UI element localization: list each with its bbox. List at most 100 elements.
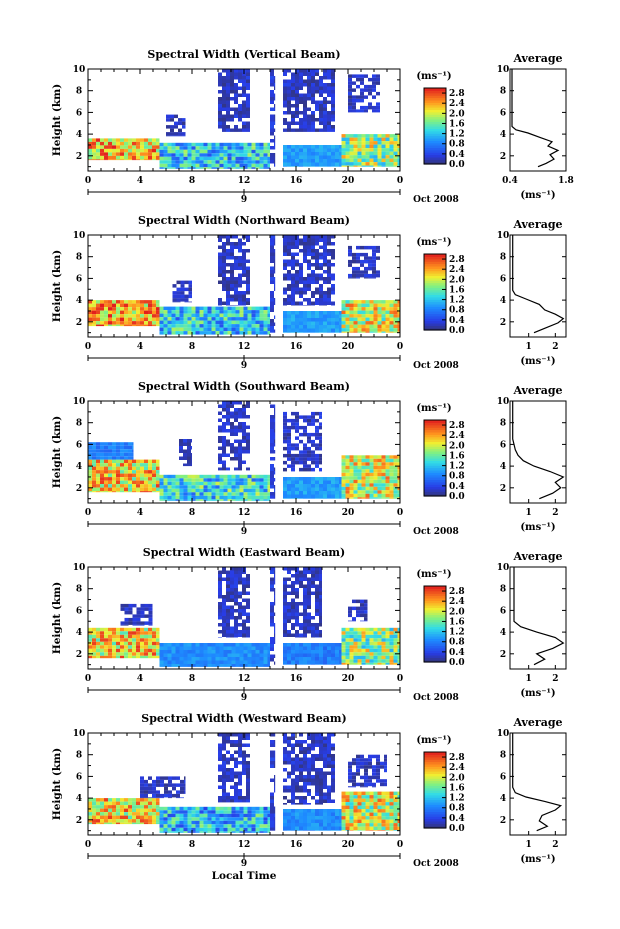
heatmap-cell bbox=[124, 648, 128, 653]
heatmap-cell bbox=[270, 640, 274, 644]
colorbar-swatch bbox=[424, 142, 446, 146]
heatmap-cell bbox=[373, 648, 378, 653]
heatmap-cell bbox=[223, 327, 228, 332]
heatmap-cell bbox=[104, 487, 108, 492]
heatmap-cell bbox=[238, 457, 242, 461]
heatmap-cell bbox=[255, 142, 260, 147]
heatmap-cell bbox=[303, 259, 307, 263]
heatmap-cell bbox=[187, 156, 192, 161]
heatmap-cell bbox=[307, 630, 311, 634]
heatmap-cell bbox=[148, 159, 152, 161]
heatmap-cell bbox=[283, 318, 287, 322]
heatmap-cell bbox=[132, 159, 136, 161]
heatmap-cell bbox=[163, 481, 168, 486]
heatmap-cell bbox=[136, 805, 140, 809]
heatmap-cell bbox=[179, 313, 184, 318]
heatmap-cell bbox=[148, 624, 153, 626]
heatmap-cell bbox=[339, 332, 342, 333]
heatmap-cell bbox=[291, 83, 295, 87]
heatmap-cell bbox=[307, 595, 311, 599]
heatmap-cell bbox=[357, 458, 362, 463]
heatmap-cell bbox=[323, 100, 327, 104]
heatmap-cell bbox=[331, 69, 335, 73]
heatmap-cell bbox=[397, 137, 400, 142]
heatmap-cell bbox=[218, 107, 222, 111]
heatmap-cell bbox=[242, 439, 246, 443]
heatmap-cell bbox=[397, 627, 400, 632]
heatmap-cell bbox=[373, 137, 378, 142]
heatmap-cell bbox=[120, 645, 124, 649]
heatmap-cell bbox=[376, 105, 380, 110]
heatmap-cell bbox=[183, 453, 187, 457]
heatmap-cell bbox=[353, 648, 358, 653]
colorbar-swatch bbox=[424, 308, 446, 312]
heatmap-cell bbox=[170, 128, 174, 133]
heatmap-cell bbox=[360, 603, 364, 607]
heatmap-cell bbox=[389, 662, 394, 665]
heatmap-cell bbox=[319, 595, 322, 599]
average-y-tick-label: 4 bbox=[500, 628, 506, 638]
heatmap-cell bbox=[270, 588, 274, 592]
heatmap-cell bbox=[104, 317, 108, 322]
heatmap-cell bbox=[132, 141, 136, 146]
heatmap-cell bbox=[381, 627, 386, 632]
heatmap-cell bbox=[287, 100, 291, 104]
x-tick-label: 8 bbox=[189, 342, 195, 352]
heatmap-cell bbox=[360, 245, 364, 250]
heatmap-cell bbox=[283, 121, 287, 125]
heatmap-cell bbox=[303, 660, 307, 664]
heatmap-cell bbox=[251, 167, 256, 169]
heatmap-cell bbox=[88, 812, 92, 816]
heatmap-cell bbox=[327, 657, 331, 661]
heatmap-cell bbox=[283, 646, 287, 650]
heatmap-cell bbox=[270, 238, 274, 242]
heatmap-cell bbox=[307, 494, 311, 498]
heatmap-cell bbox=[108, 449, 112, 453]
heatmap-cell bbox=[295, 263, 299, 267]
heatmap-cell bbox=[132, 801, 136, 806]
colorbar-swatch bbox=[424, 161, 446, 165]
heatmap-cell bbox=[315, 657, 319, 661]
heatmap-cell bbox=[327, 152, 331, 156]
heatmap-cell bbox=[299, 314, 303, 318]
heatmap-cell bbox=[124, 138, 128, 142]
heatmap-cell bbox=[159, 331, 164, 335]
heatmap-cell bbox=[172, 284, 177, 288]
heatmap-cell bbox=[243, 142, 248, 147]
heatmap-cell bbox=[207, 488, 212, 493]
heatmap-cell bbox=[152, 307, 156, 311]
heatmap-cell bbox=[132, 145, 136, 149]
heatmap-cell bbox=[222, 90, 226, 94]
heatmap-cell bbox=[299, 72, 303, 76]
heatmap-cell bbox=[171, 313, 176, 318]
colorbar-swatch bbox=[424, 111, 446, 115]
heatmap-cell bbox=[171, 317, 176, 321]
heatmap-cell bbox=[226, 609, 230, 613]
heatmap-cell bbox=[132, 614, 137, 618]
heatmap-cell bbox=[319, 581, 322, 585]
heatmap-cell bbox=[348, 84, 352, 89]
average-title: Average bbox=[512, 52, 562, 65]
heatmap-cell bbox=[239, 660, 244, 664]
x-tick-label: 20 bbox=[342, 674, 355, 684]
heatmap-cell bbox=[112, 487, 116, 492]
heatmap-cell bbox=[100, 314, 104, 318]
heatmap-cell bbox=[349, 462, 354, 466]
heatmap-cell bbox=[315, 145, 319, 149]
heatmap-cell bbox=[195, 650, 200, 654]
heatmap-cell bbox=[352, 74, 356, 78]
heatmap-cell bbox=[307, 457, 311, 461]
heatmap-cell bbox=[230, 616, 234, 620]
heatmap-cell bbox=[372, 256, 376, 260]
heatmap-cell bbox=[132, 300, 136, 304]
heatmap-cell bbox=[311, 653, 315, 657]
heatmap-cell bbox=[96, 445, 100, 450]
heatmap-cell bbox=[307, 436, 311, 440]
heatmap-cell bbox=[116, 484, 120, 488]
heatmap-cell bbox=[323, 242, 327, 246]
colorbar-tick-label: 1.2 bbox=[449, 130, 465, 140]
heatmap-cell bbox=[247, 653, 252, 657]
colorbar-swatch bbox=[424, 593, 446, 597]
heatmap-cell bbox=[283, 287, 287, 291]
heatmap-cell bbox=[311, 148, 315, 152]
